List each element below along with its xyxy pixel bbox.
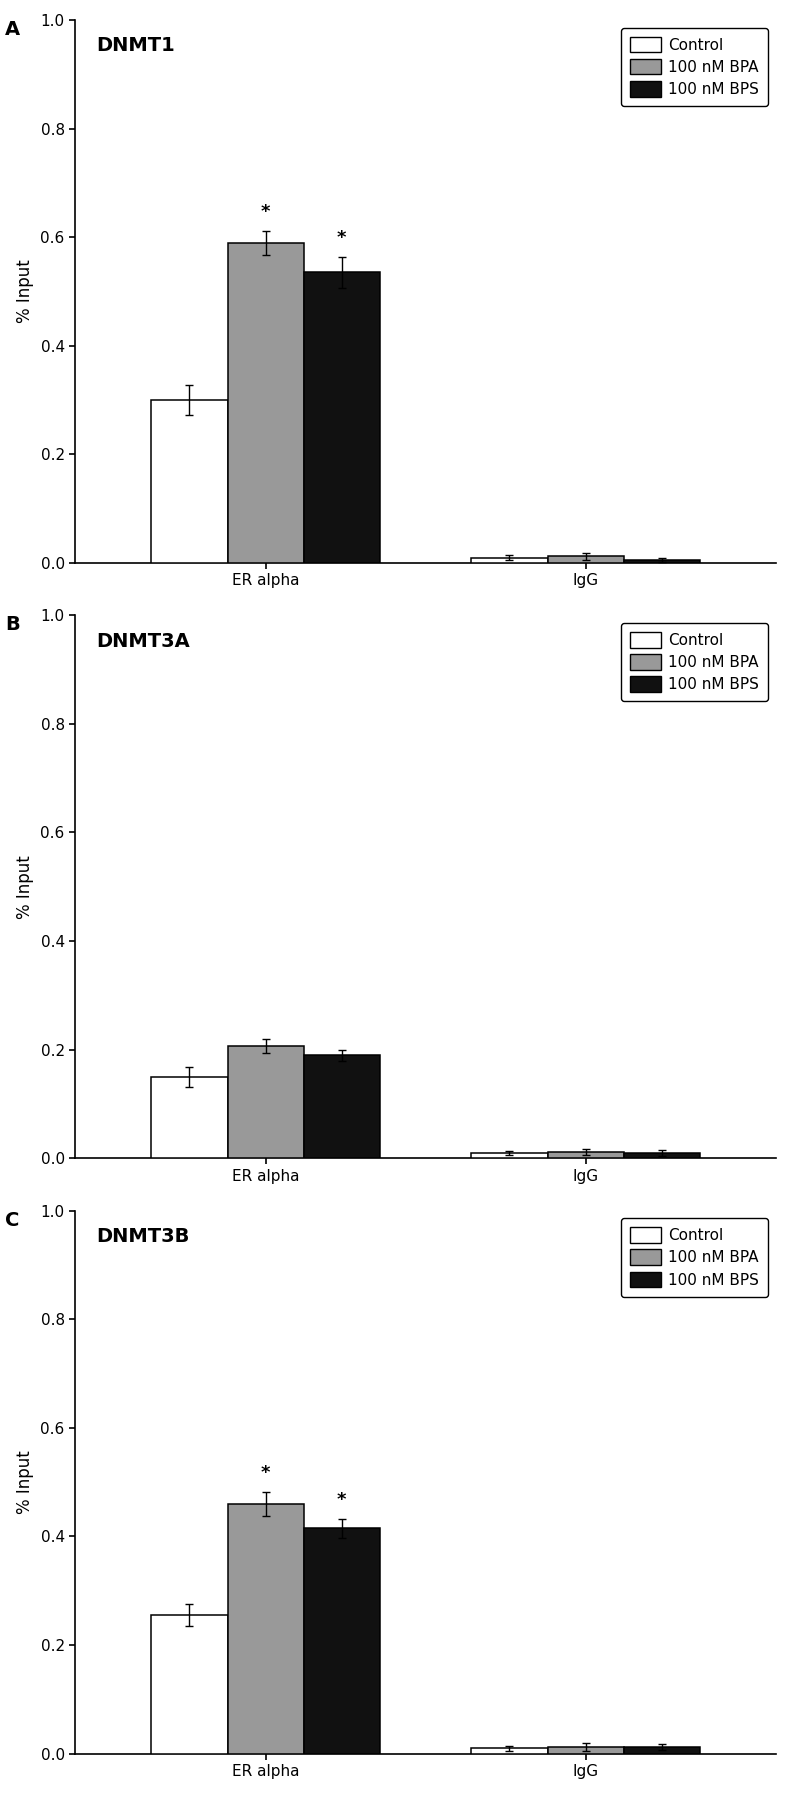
- Bar: [472, 558, 547, 563]
- Bar: [624, 1153, 700, 1158]
- Bar: [547, 556, 624, 563]
- Legend: Control, 100 nM BPA, 100 nM BPS: Control, 100 nM BPA, 100 nM BPS: [621, 27, 769, 106]
- Y-axis label: % Input: % Input: [16, 855, 33, 918]
- Bar: [547, 1151, 624, 1158]
- Text: DNMT3B: DNMT3B: [96, 1226, 190, 1246]
- Text: *: *: [261, 1465, 270, 1483]
- Bar: [624, 1746, 700, 1754]
- Bar: [303, 1528, 380, 1754]
- Legend: Control, 100 nM BPA, 100 nM BPS: Control, 100 nM BPA, 100 nM BPS: [621, 622, 769, 701]
- Text: DNMT1: DNMT1: [96, 36, 175, 56]
- Y-axis label: % Input: % Input: [16, 1451, 33, 1513]
- Y-axis label: % Input: % Input: [16, 260, 33, 323]
- Bar: [228, 242, 303, 563]
- Text: *: *: [337, 230, 347, 247]
- Bar: [624, 559, 700, 563]
- Bar: [228, 1045, 303, 1158]
- Text: A: A: [5, 20, 20, 39]
- Text: *: *: [337, 1490, 347, 1508]
- Bar: [152, 400, 228, 563]
- Bar: [152, 1615, 228, 1754]
- Text: B: B: [5, 615, 20, 635]
- Text: C: C: [5, 1210, 20, 1230]
- Bar: [303, 273, 380, 563]
- Bar: [303, 1054, 380, 1158]
- Bar: [228, 1504, 303, 1754]
- Bar: [152, 1078, 228, 1158]
- Text: DNMT3A: DNMT3A: [96, 631, 190, 651]
- Bar: [547, 1746, 624, 1754]
- Legend: Control, 100 nM BPA, 100 nM BPS: Control, 100 nM BPA, 100 nM BPS: [621, 1217, 769, 1296]
- Text: *: *: [261, 203, 270, 221]
- Bar: [472, 1748, 547, 1754]
- Bar: [472, 1153, 547, 1158]
